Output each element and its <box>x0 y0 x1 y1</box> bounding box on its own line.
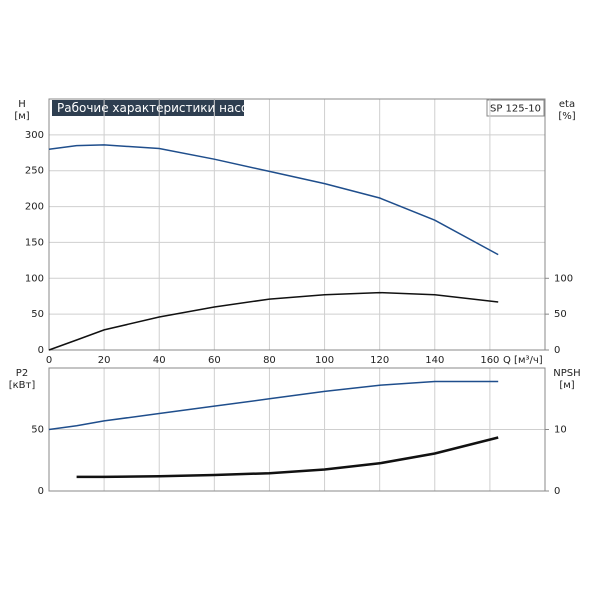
y-unit: [м] <box>14 111 29 122</box>
y-tick-label: 250 <box>25 166 44 177</box>
y-tick-label: 50 <box>31 425 44 436</box>
y2-tick-label: 10 <box>554 425 567 436</box>
x-tick-label: 100 <box>315 355 334 366</box>
model-box <box>486 99 545 117</box>
y-label: P2 <box>16 368 28 379</box>
x-label: Q [м³/ч] <box>503 355 543 366</box>
y-tick-label: 300 <box>25 130 44 141</box>
x-tick-label: 160 <box>480 355 499 366</box>
x-tick-label: 140 <box>425 355 444 366</box>
y2-tick-label: 100 <box>554 273 573 284</box>
series-line <box>76 436 499 479</box>
y-unit: [кВт] <box>9 380 36 391</box>
y2-label: eta <box>559 99 575 110</box>
y-tick-label: 150 <box>25 237 44 248</box>
y2-tick-label: 0 <box>554 486 560 497</box>
x-tick-label: 120 <box>370 355 389 366</box>
title-box <box>52 100 244 116</box>
y-tick-label: 200 <box>25 202 44 213</box>
x-tick-label: 0 <box>46 355 52 366</box>
x-tick-label: 80 <box>263 355 276 366</box>
x-tick-label: 40 <box>153 355 166 366</box>
y-label: H <box>18 99 26 110</box>
series-line <box>48 291 499 351</box>
y2-label: NPSH <box>553 368 580 379</box>
series-line <box>48 380 499 431</box>
series-line <box>48 144 499 256</box>
y2-tick-label: 50 <box>554 309 567 320</box>
model-label: SP 125-10 <box>490 104 541 115</box>
x-tick-label: 20 <box>98 355 111 366</box>
y2-unit: [%] <box>558 111 575 122</box>
plot-frame <box>48 98 546 351</box>
y-tick-label: 50 <box>31 309 44 320</box>
x-tick-label: 60 <box>208 355 221 366</box>
y2-tick-label: 0 <box>554 345 560 356</box>
y-tick-label: 100 <box>25 273 44 284</box>
y2-unit: [м] <box>559 380 574 391</box>
y-tick-label: 0 <box>38 486 44 497</box>
y-tick-label: 0 <box>38 345 44 356</box>
